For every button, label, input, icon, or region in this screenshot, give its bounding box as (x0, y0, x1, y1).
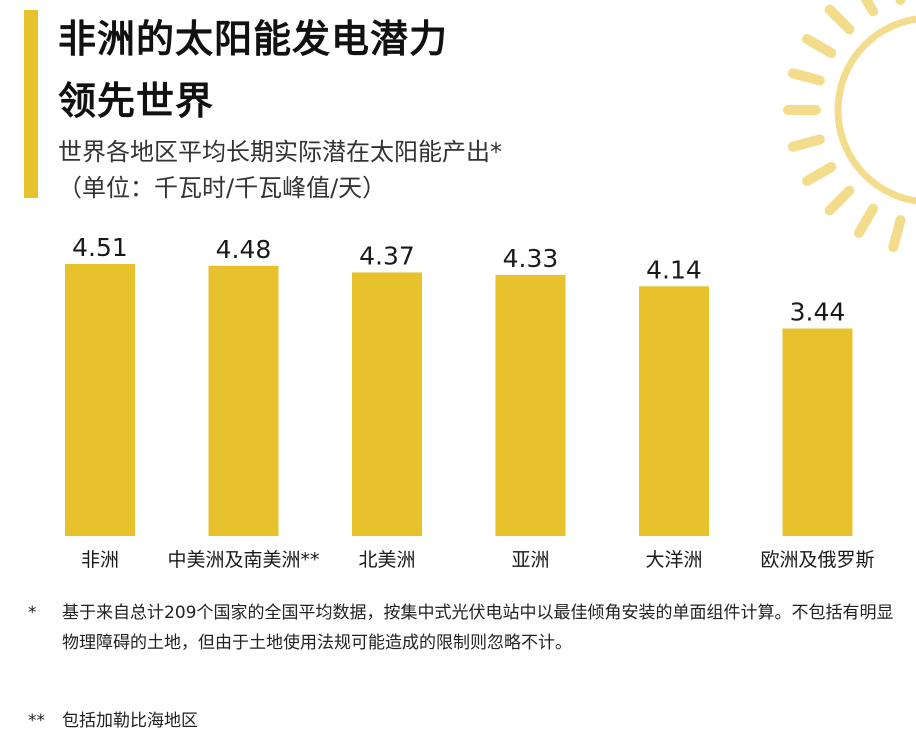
footnote-2-mark: ** (28, 711, 45, 731)
category-label-4: 大洋洲 (645, 549, 702, 571)
value-label-0: 4.51 (72, 233, 128, 262)
value-label-2: 4.37 (359, 241, 415, 270)
bar-1 (208, 265, 279, 536)
footnote-1-text: 基于来自总计209个国家的全国平均数据，按集中式光伏电站中以最佳倾角安装的单面组… (62, 603, 894, 653)
chart-subtitle: 世界各地区平均长期实际潜在太阳能产出* （单位：千瓦时/千瓦峰值/天） (58, 134, 502, 206)
category-label-2: 北美洲 (358, 549, 415, 571)
value-label-3: 4.33 (503, 244, 559, 273)
category-label-5: 欧洲及俄罗斯 (760, 549, 874, 571)
category-label-0: 非洲 (81, 549, 119, 571)
bar-5 (782, 328, 853, 536)
footnotes: * 基于来自总计209个国家的全国平均数据，按集中式光伏电站中以最佳倾角安装的单… (28, 598, 898, 658)
footnote-2-text: 包括加勒比海地区 (62, 711, 198, 731)
bar-3 (495, 274, 566, 536)
title-line-1: 非洲的太阳能发电潜力 (58, 17, 449, 61)
value-label-1: 4.48 (216, 235, 272, 264)
value-label-5: 3.44 (790, 298, 846, 327)
footnote-1-mark: * (28, 603, 37, 623)
category-label-3: 亚洲 (511, 549, 549, 571)
subtitle-line-1: 世界各地区平均长期实际潜在太阳能产出* (58, 138, 502, 166)
bar-4 (639, 286, 709, 536)
title-line-2: 领先世界 (58, 79, 215, 123)
category-label-1: 中美洲及南美洲** (167, 549, 319, 571)
accent-bar (24, 10, 38, 198)
footnote-1: * 基于来自总计209个国家的全国平均数据，按集中式光伏电站中以最佳倾角安装的单… (28, 598, 898, 658)
bar-chart: 4.51 非洲 4.48 中美洲及南美洲** 4.37 北美洲 4.33 亚洲 4.14 大洋洲 3… (65, 233, 875, 571)
bar-0 (65, 264, 135, 536)
bar-2 (352, 272, 422, 536)
value-label-4: 4.14 (646, 255, 702, 284)
chart-title: 非洲的太阳能发电潜力 领先世界 (58, 8, 448, 132)
subtitle-line-2: （单位：千瓦时/千瓦峰值/天） (58, 174, 387, 202)
footnote-2: ** 包括加勒比海地区 (28, 706, 198, 736)
